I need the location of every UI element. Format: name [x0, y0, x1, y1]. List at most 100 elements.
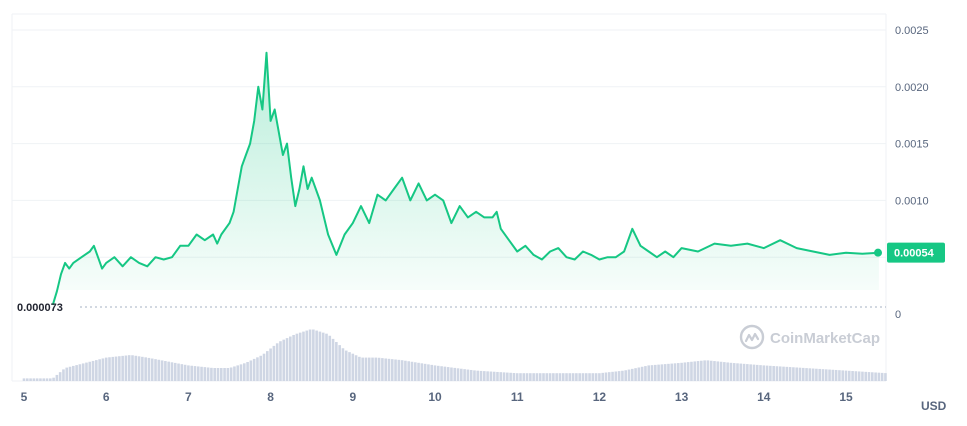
volume-bar	[515, 373, 519, 381]
volume-bar	[637, 367, 641, 381]
volume-bar	[292, 334, 295, 381]
volume-bar	[111, 356, 115, 381]
volume-bar	[483, 371, 486, 381]
y-axis: 0.0025 0.0020 0.0015 0.0010 0	[895, 25, 929, 321]
volume-bar	[98, 359, 101, 381]
volume-bar	[32, 378, 36, 381]
volume-bar	[282, 339, 286, 381]
volume-bar	[433, 365, 437, 381]
volume-bar	[719, 361, 723, 381]
volume-bar	[798, 367, 802, 381]
volume-bar	[210, 367, 213, 381]
volume-bar	[137, 356, 141, 381]
volume-bar	[335, 342, 338, 381]
volume-bar	[801, 367, 805, 381]
volume-bar	[259, 355, 263, 381]
volume-bar	[29, 378, 32, 381]
volume-bar	[499, 372, 503, 381]
volume-bar	[775, 366, 779, 381]
volume-bar	[118, 356, 121, 381]
volume-bar	[821, 369, 825, 381]
current-price-value: 0.00054	[894, 248, 935, 260]
volume-bar	[358, 356, 361, 381]
y-tick-label: 0	[895, 309, 901, 321]
volume-bar	[298, 332, 302, 381]
volume-bar	[177, 363, 180, 381]
volume-bar	[219, 368, 223, 381]
volume-bar	[262, 353, 266, 381]
volume-bar	[683, 362, 687, 381]
volume-bar	[45, 378, 49, 381]
volume-bar	[341, 348, 345, 381]
volume-bar	[466, 369, 470, 381]
volume-bar	[838, 370, 841, 381]
volume-bar	[190, 365, 193, 381]
volume-bar	[584, 373, 588, 381]
volume-bar	[154, 359, 157, 381]
volume-bar	[180, 364, 184, 381]
volume-bar	[861, 371, 864, 381]
volume-bar	[141, 356, 144, 381]
volume-bar	[121, 355, 124, 381]
volume-bar	[364, 357, 368, 381]
volume-bar	[22, 378, 26, 381]
volume-bar	[160, 360, 164, 381]
volume-bar	[529, 373, 532, 381]
volume-bar	[871, 372, 874, 381]
volume-bar	[269, 348, 272, 381]
volume-bar	[394, 359, 397, 381]
volume-bar	[831, 369, 835, 381]
volume-bar	[233, 366, 236, 381]
volume-bar	[713, 361, 716, 381]
volume-bar	[78, 364, 82, 381]
volume-bar	[371, 357, 374, 381]
volume-bar	[696, 361, 700, 381]
volume-bar	[101, 358, 105, 381]
volume-bar	[519, 373, 522, 381]
volume-bar	[312, 329, 315, 381]
volume-bar	[621, 370, 624, 381]
volume-bar	[469, 369, 473, 381]
volume-bar	[450, 367, 453, 381]
volume-bar	[703, 360, 706, 381]
volume-bar	[456, 368, 460, 381]
volume-bar	[351, 353, 355, 381]
volume-bar	[256, 357, 259, 381]
volume-bar	[344, 350, 348, 381]
volume-bar	[815, 368, 818, 381]
volume-bar	[506, 372, 509, 381]
volume-bar	[670, 363, 674, 381]
volume-bar	[246, 362, 249, 381]
volume-bar	[854, 371, 858, 381]
volume-bar	[607, 372, 611, 381]
volume-bar	[430, 364, 434, 381]
volume-bar	[778, 366, 782, 381]
volume-bar	[114, 356, 118, 381]
volume-bar	[578, 373, 581, 381]
volume-bar	[624, 370, 628, 381]
volume-bar	[410, 361, 414, 381]
price-line	[51, 51, 879, 306]
volume-bar	[788, 367, 792, 381]
x-tick-label: 14	[757, 390, 771, 404]
volume-bar	[627, 369, 631, 381]
watermark-text: CoinMarketCap	[770, 330, 880, 347]
volume-bar	[25, 378, 29, 381]
volume-bar	[811, 368, 815, 381]
coinmarketcap-logo-icon	[739, 324, 765, 350]
volume-bar	[581, 373, 585, 381]
volume-bar	[72, 365, 75, 381]
volume-bar	[617, 371, 621, 381]
volume-bar	[381, 358, 384, 381]
min-price-label: 0.000073	[17, 302, 63, 314]
y-tick-label: 0.0010	[895, 195, 929, 207]
volume-bar	[700, 360, 703, 381]
volume-bar	[52, 377, 55, 381]
volume-bar	[236, 365, 240, 381]
volume-bar	[308, 329, 312, 381]
volume-bar	[42, 378, 46, 381]
volume-bar	[39, 378, 42, 381]
volume-bar	[723, 362, 726, 381]
x-tick-label: 11	[511, 390, 524, 404]
volume-bar	[127, 355, 131, 381]
